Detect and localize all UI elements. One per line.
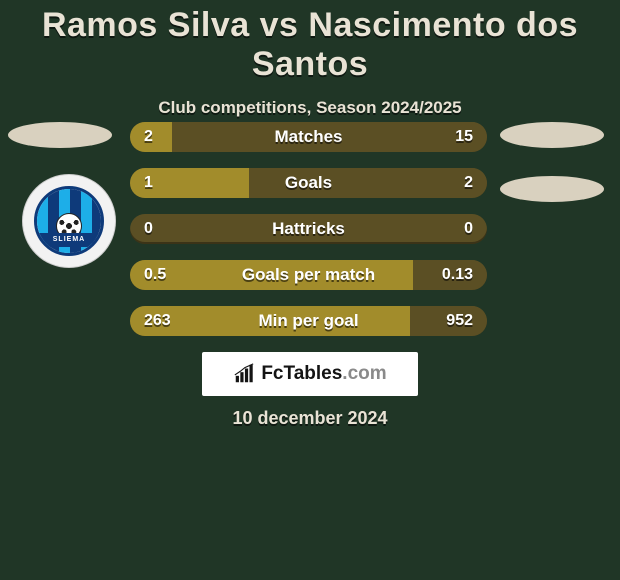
stat-row-label: Hattricks bbox=[130, 214, 487, 244]
stat-row: Matches2 15 bbox=[130, 122, 487, 152]
subtitle: Club competitions, Season 2024/2025 bbox=[0, 98, 620, 118]
stat-row: Goals per match0.5 0.13 bbox=[130, 260, 487, 290]
club-badge-ring-text: SLIEMA bbox=[37, 233, 101, 247]
player-right-placeholder bbox=[500, 122, 604, 148]
stat-row-value-right: 952 bbox=[446, 306, 473, 336]
stat-row: Goals1 2 bbox=[130, 168, 487, 198]
page-title: Ramos Silva vs Nascimento dos Santos bbox=[0, 0, 620, 84]
stat-row-value-right: 15 bbox=[455, 122, 473, 152]
bar-chart-icon bbox=[233, 363, 255, 385]
brand-name: FcTables bbox=[261, 363, 342, 384]
stat-row-value-right: 2 bbox=[464, 168, 473, 198]
stat-row-value-right: 0.13 bbox=[442, 260, 473, 290]
brand-text: FcTables.com bbox=[261, 363, 386, 385]
stage: Ramos Silva vs Nascimento dos Santos Clu… bbox=[0, 0, 620, 580]
stat-row-value-left: 0 bbox=[144, 214, 153, 244]
stat-row-value-left: 2 bbox=[144, 122, 153, 152]
brand-box: FcTables.com bbox=[202, 352, 418, 396]
stat-row-label: Goals per match bbox=[130, 260, 487, 290]
club-right-placeholder bbox=[500, 176, 604, 202]
stat-row-label: Goals bbox=[130, 168, 487, 198]
stat-row-value-left: 1 bbox=[144, 168, 153, 198]
comparison-rows: Matches215Goals12Hattricks00Goals per ma… bbox=[130, 122, 487, 352]
player-left-placeholder bbox=[8, 122, 112, 148]
stat-row-label: Matches bbox=[130, 122, 487, 152]
stat-row-value-right: 0 bbox=[464, 214, 473, 244]
club-left-badge: SLIEMA bbox=[22, 174, 116, 268]
stat-row-value-left: 0.5 bbox=[144, 260, 166, 290]
brand-suffix: .com bbox=[342, 363, 386, 384]
club-badge-inner: SLIEMA bbox=[34, 186, 104, 256]
date-text: 10 december 2024 bbox=[0, 408, 620, 429]
stat-row: Min per goal263 952 bbox=[130, 306, 487, 336]
stat-row-label: Min per goal bbox=[130, 306, 487, 336]
stat-row-value-left: 263 bbox=[144, 306, 171, 336]
stat-row: Hattricks0 0 bbox=[130, 214, 487, 244]
